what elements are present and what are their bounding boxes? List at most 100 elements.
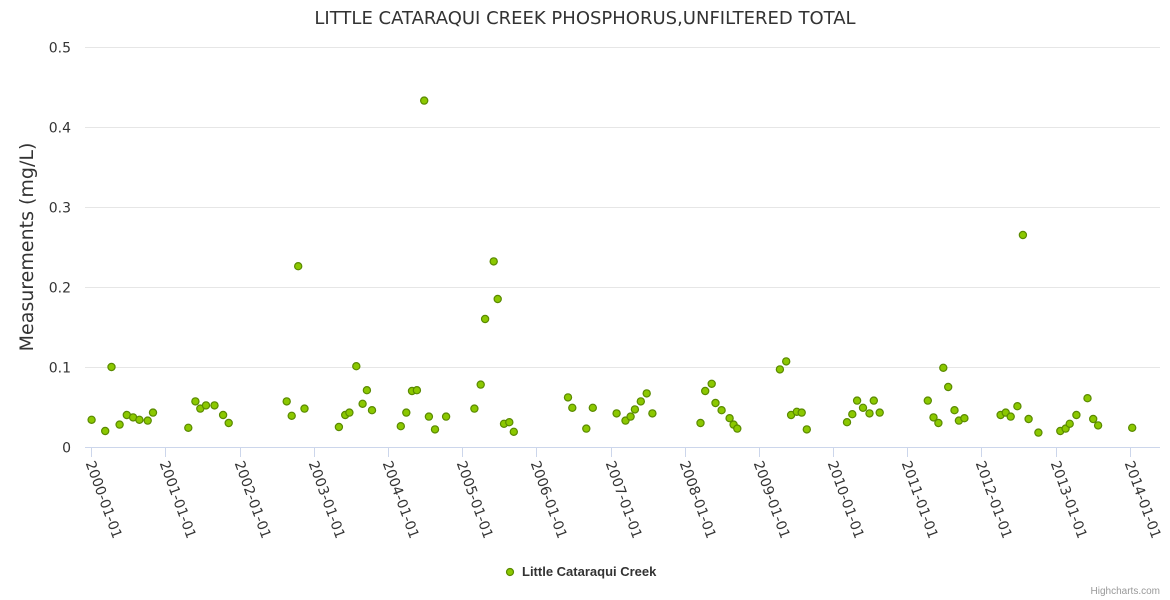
data-point[interactable] bbox=[923, 396, 933, 405]
data-point[interactable] bbox=[852, 396, 862, 405]
data-point[interactable] bbox=[115, 420, 124, 429]
data-point[interactable] bbox=[865, 409, 874, 418]
legend[interactable]: Little Cataraqui Creek bbox=[505, 564, 658, 579]
data-point[interactable] bbox=[402, 408, 411, 417]
data-point[interactable] bbox=[287, 411, 296, 420]
data-point[interactable] bbox=[858, 403, 868, 412]
data-point[interactable] bbox=[367, 406, 377, 415]
y-tick-label: 0 bbox=[62, 441, 71, 457]
x-tick-label: 2005-01-01 bbox=[453, 459, 496, 541]
data-point[interactable] bbox=[775, 365, 785, 374]
data-point[interactable] bbox=[480, 314, 490, 324]
data-point[interactable] bbox=[802, 425, 812, 434]
data-point[interactable] bbox=[470, 404, 479, 413]
x-axis: 2000-01-01 2001-01-01 2002-01-01 2003-01-01… bbox=[82, 447, 1164, 541]
data-point[interactable] bbox=[505, 418, 514, 427]
data-point[interactable] bbox=[1006, 412, 1015, 421]
data-point[interactable] bbox=[1127, 423, 1137, 432]
data-point[interactable] bbox=[1083, 394, 1092, 403]
data-point[interactable] bbox=[476, 380, 485, 389]
data-point[interactable] bbox=[1088, 414, 1098, 424]
x-tick-label: 2006-01-01 bbox=[527, 459, 570, 541]
data-point[interactable] bbox=[934, 418, 943, 428]
x-tick-label: 2011-01-01 bbox=[898, 459, 941, 541]
data-point[interactable] bbox=[412, 386, 422, 395]
data-point[interactable] bbox=[334, 422, 344, 432]
data-point[interactable] bbox=[201, 401, 211, 410]
data-point[interactable] bbox=[148, 408, 158, 417]
data-point[interactable] bbox=[648, 409, 657, 418]
data-point[interactable] bbox=[642, 389, 651, 398]
data-point[interactable] bbox=[224, 418, 233, 428]
data-point[interactable] bbox=[939, 363, 948, 372]
data-point[interactable] bbox=[725, 414, 734, 423]
data-point[interactable] bbox=[707, 379, 716, 388]
x-tick-label: 2014-01-01 bbox=[1121, 459, 1164, 541]
data-point[interactable] bbox=[563, 393, 573, 402]
data-point[interactable] bbox=[630, 405, 640, 414]
legend-item-label[interactable]: Little Cataraqui Creek bbox=[522, 564, 657, 579]
data-point[interactable] bbox=[1018, 230, 1028, 240]
data-point[interactable] bbox=[420, 96, 429, 105]
data-point[interactable] bbox=[1034, 428, 1043, 437]
data-point[interactable] bbox=[87, 415, 96, 424]
data-point[interactable] bbox=[696, 418, 705, 428]
data-point[interactable] bbox=[441, 412, 451, 421]
data-point[interactable] bbox=[282, 397, 291, 406]
y-tick-label: 0.2 bbox=[49, 281, 71, 297]
data-point[interactable] bbox=[184, 423, 193, 432]
data-point[interactable] bbox=[929, 413, 938, 422]
data-point[interactable] bbox=[711, 398, 720, 408]
data-point[interactable] bbox=[582, 424, 591, 433]
data-point[interactable] bbox=[300, 404, 309, 413]
data-point[interactable] bbox=[717, 406, 726, 415]
data-point[interactable] bbox=[210, 401, 219, 410]
data-point[interactable] bbox=[430, 425, 440, 434]
data-point[interactable] bbox=[944, 382, 953, 392]
data-point[interactable] bbox=[588, 403, 598, 412]
data-point[interactable] bbox=[1072, 410, 1081, 420]
scatter-series-points[interactable] bbox=[87, 96, 1137, 437]
data-point[interactable] bbox=[733, 424, 742, 433]
data-point[interactable] bbox=[1013, 402, 1022, 411]
x-tick-label: 2001-01-01 bbox=[156, 459, 199, 541]
data-point[interactable] bbox=[362, 386, 372, 395]
data-point[interactable] bbox=[143, 416, 152, 425]
data-point[interactable] bbox=[1024, 414, 1033, 424]
data-point[interactable] bbox=[1065, 419, 1074, 428]
data-point[interactable] bbox=[509, 427, 518, 436]
data-point[interactable] bbox=[352, 362, 361, 371]
x-tick-label: 2007-01-01 bbox=[602, 459, 645, 541]
data-point[interactable] bbox=[107, 362, 116, 372]
y-axis-tick-labels: 0 0.1 0.2 0.3 0.4 0.5 bbox=[49, 41, 71, 457]
data-point[interactable] bbox=[797, 408, 806, 417]
data-point[interactable] bbox=[568, 403, 577, 412]
data-point[interactable] bbox=[191, 397, 200, 406]
data-point[interactable] bbox=[636, 397, 646, 406]
x-tick-label: 2010-01-01 bbox=[824, 459, 867, 541]
data-point[interactable] bbox=[218, 410, 228, 420]
data-point[interactable] bbox=[842, 418, 852, 427]
data-point[interactable] bbox=[782, 357, 791, 366]
data-point[interactable] bbox=[848, 410, 857, 419]
data-point[interactable] bbox=[626, 412, 635, 421]
data-point[interactable] bbox=[701, 386, 710, 396]
data-point[interactable] bbox=[493, 294, 502, 304]
data-point[interactable] bbox=[1093, 421, 1103, 430]
data-point[interactable] bbox=[294, 262, 303, 271]
data-point[interactable] bbox=[875, 408, 884, 417]
data-point[interactable] bbox=[869, 396, 879, 405]
data-point[interactable] bbox=[135, 415, 144, 424]
data-point[interactable] bbox=[489, 257, 498, 266]
data-point[interactable] bbox=[345, 408, 354, 417]
data-point[interactable] bbox=[960, 414, 969, 423]
x-tick-label: 2000-01-01 bbox=[82, 459, 125, 541]
y-tick-label: 0.4 bbox=[49, 121, 71, 137]
data-point[interactable] bbox=[396, 422, 405, 431]
data-point[interactable] bbox=[424, 412, 434, 421]
data-point[interactable] bbox=[100, 426, 110, 436]
credits-link[interactable]: Highcharts.com bbox=[1091, 586, 1160, 597]
data-point[interactable] bbox=[612, 409, 621, 418]
data-point[interactable] bbox=[950, 406, 959, 415]
data-point[interactable] bbox=[358, 399, 367, 408]
